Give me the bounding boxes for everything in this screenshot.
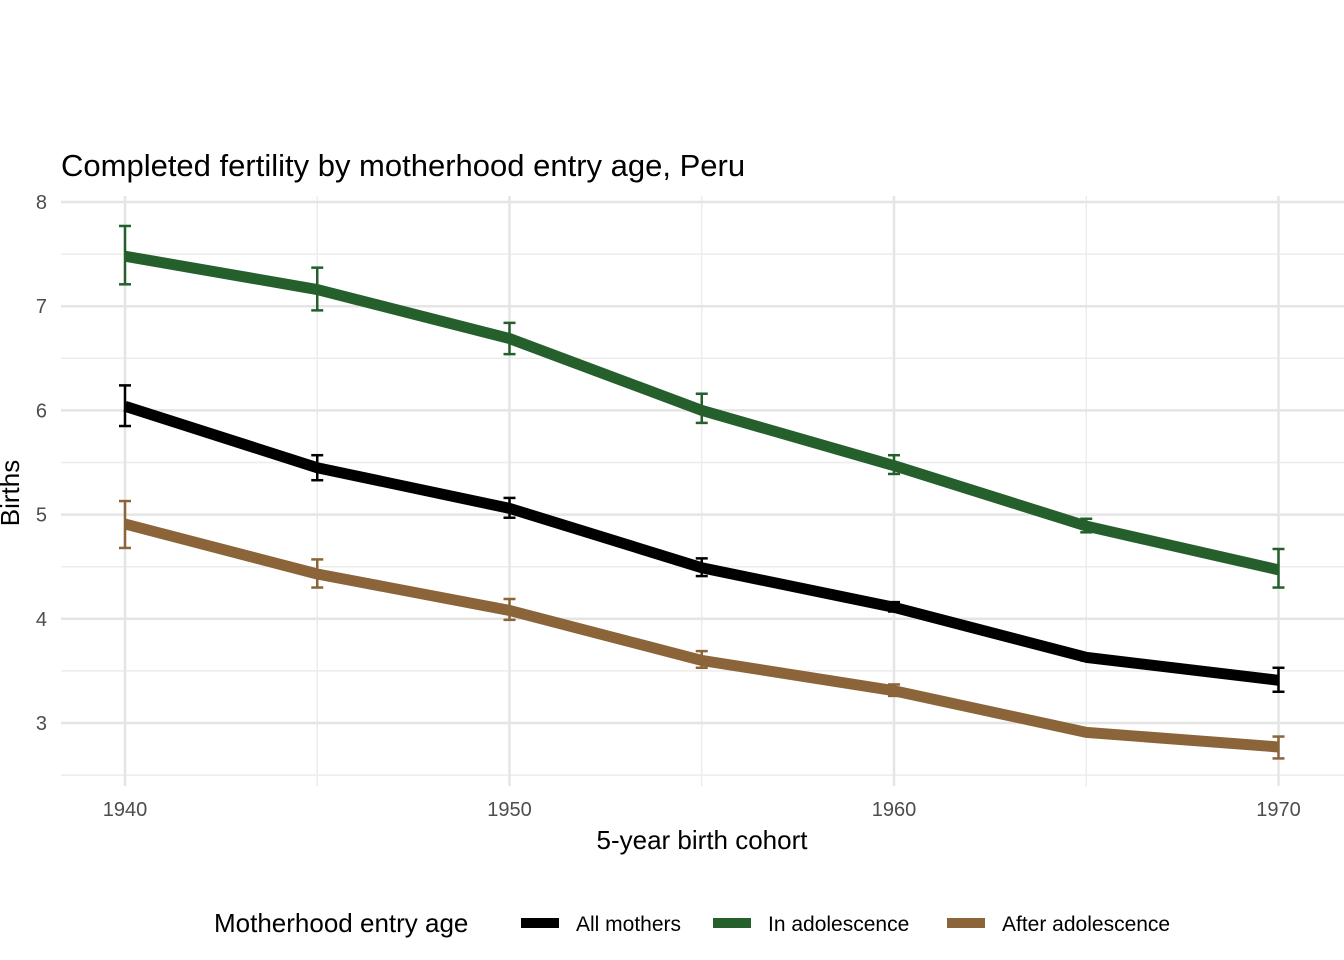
- chart-title: Completed fertility by motherhood entry …: [61, 148, 745, 183]
- y-tick-label: 6: [36, 400, 47, 422]
- legend: Motherhood entry age All mothers In adole…: [214, 908, 1170, 938]
- series-in-adolescence: [119, 224, 1285, 589]
- x-axis-ticks: 1940 1950 1960 1970: [103, 799, 1301, 821]
- y-axis-ticks: 3 4 5 6 7 8: [36, 192, 47, 735]
- y-tick-label: 3: [36, 713, 47, 735]
- error-bar: [119, 499, 131, 550]
- error-bar: [311, 453, 324, 482]
- y-tick-label: 7: [36, 296, 47, 318]
- error-bar: [695, 392, 708, 425]
- x-tick-label: 1970: [1256, 799, 1301, 821]
- error-bar: [695, 557, 708, 578]
- legend-key-in-adolescence: [713, 918, 751, 928]
- error-bar: [503, 321, 516, 356]
- x-axis-title: 5-year birth cohort: [597, 825, 809, 855]
- error-bar: [119, 224, 131, 286]
- error-bar: [888, 453, 900, 476]
- error-bar: [503, 496, 516, 519]
- series-all-mothers: [119, 384, 1285, 693]
- legend-label: After adolescence: [1002, 913, 1170, 936]
- legend-key-all-mothers: [521, 918, 559, 928]
- x-tick-label: 1950: [487, 799, 532, 821]
- y-tick-label: 5: [36, 505, 47, 527]
- error-bar: [311, 558, 324, 589]
- error-bar: [1272, 735, 1285, 760]
- error-bar: [1080, 729, 1093, 736]
- error-bar: [311, 266, 324, 312]
- y-tick-label: 4: [36, 609, 47, 631]
- series-layer: [119, 224, 1285, 760]
- grid: [61, 196, 1344, 786]
- error-bar: [695, 649, 708, 670]
- error-bar: [888, 600, 900, 613]
- legend-label: All mothers: [576, 913, 681, 936]
- legend-label: In adolescence: [768, 913, 909, 936]
- error-bar: [503, 597, 516, 622]
- x-tick-label: 1940: [103, 799, 148, 821]
- error-bar: [1272, 666, 1285, 693]
- error-bar: [888, 683, 900, 698]
- error-bar: [1080, 652, 1093, 662]
- legend-key-after-adolescence: [947, 918, 985, 928]
- y-tick-label: 8: [36, 192, 47, 214]
- y-axis-title: Births: [0, 460, 25, 526]
- error-bar: [1080, 517, 1093, 534]
- error-bar: [1272, 547, 1285, 589]
- error-bar: [119, 384, 131, 428]
- series-after-adolescence: [119, 499, 1285, 760]
- legend-title: Motherhood entry age: [214, 908, 468, 938]
- x-tick-label: 1960: [872, 799, 917, 821]
